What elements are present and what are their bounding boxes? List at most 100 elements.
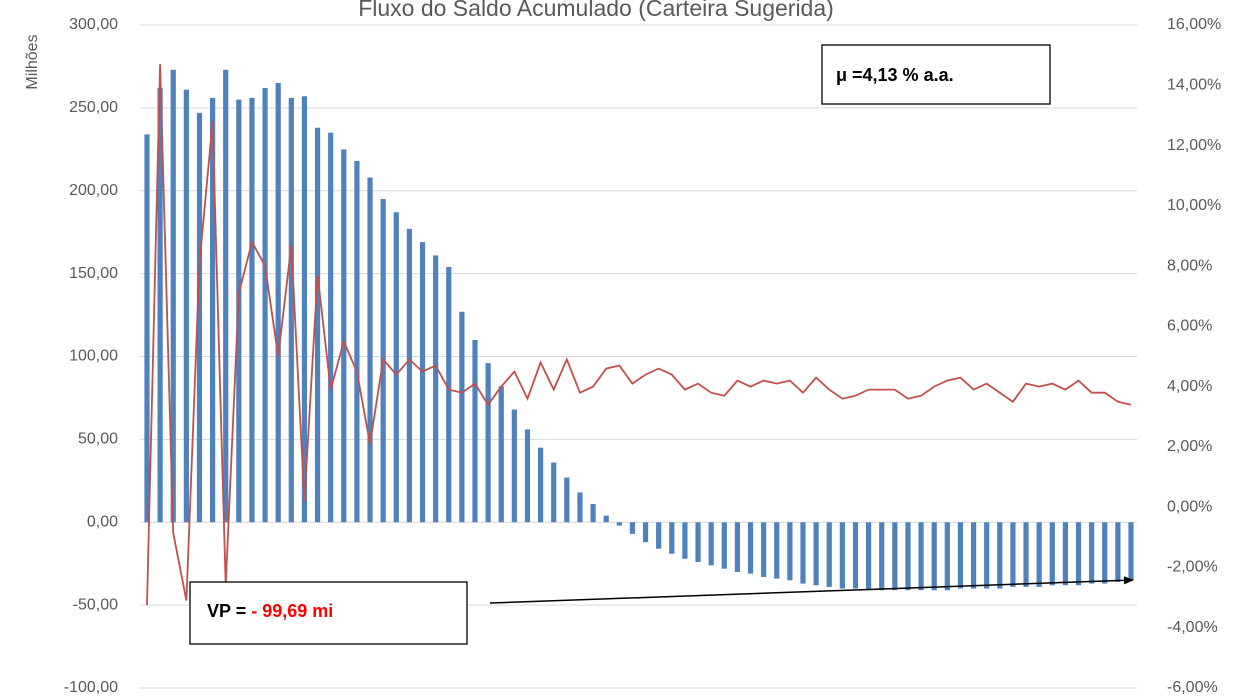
bar	[223, 69, 229, 523]
y2-tick-label: 16,00%	[1167, 16, 1221, 33]
bar	[1128, 522, 1134, 581]
bar	[393, 212, 399, 523]
bar	[642, 522, 649, 543]
bar	[354, 160, 360, 523]
bar	[511, 409, 517, 523]
bar	[419, 242, 426, 523]
bar	[629, 522, 636, 534]
annotation-box	[189, 581, 468, 645]
bar	[892, 522, 898, 591]
bar	[328, 132, 334, 523]
bar	[196, 112, 203, 523]
bar	[341, 149, 347, 523]
bar	[157, 87, 163, 523]
bar	[839, 522, 845, 589]
bar	[301, 96, 308, 523]
bar	[603, 515, 609, 523]
y-tick-label: -100,00	[64, 679, 118, 696]
bar	[170, 69, 176, 523]
bar	[931, 522, 937, 591]
bar	[879, 522, 885, 591]
y2-tick-label: -6,00%	[1167, 679, 1218, 696]
bar	[866, 522, 872, 591]
bar	[538, 447, 544, 523]
y2-tick-label: 4,00%	[1167, 378, 1212, 395]
bar	[314, 127, 321, 523]
bar	[957, 522, 964, 589]
bar	[446, 266, 452, 523]
y2-tick-label: 0,00%	[1167, 498, 1212, 515]
y2-tick-label: 8,00%	[1167, 257, 1212, 274]
bar	[1049, 522, 1055, 586]
bar	[590, 504, 596, 523]
y2-tick-label: 14,00%	[1167, 76, 1221, 93]
y2-tick-label: -2,00%	[1167, 559, 1218, 576]
bar	[1036, 522, 1042, 587]
bar	[970, 522, 977, 589]
bar	[367, 177, 373, 523]
bar	[813, 522, 819, 586]
bar	[944, 522, 950, 591]
annotation: μ =4,13 % a.a.	[836, 65, 954, 85]
y2-tick-label: 12,00%	[1167, 137, 1221, 154]
y2-tick-label: 10,00%	[1167, 197, 1221, 214]
bar	[656, 522, 662, 549]
bar	[1115, 522, 1121, 582]
bar	[800, 522, 806, 584]
bar	[1102, 522, 1108, 584]
y2-tick-label: 6,00%	[1167, 318, 1212, 335]
bar	[1023, 522, 1029, 587]
bar	[1075, 522, 1082, 586]
annotation: VP = - 99,69 mi	[207, 601, 333, 621]
annotation-part: VP =	[207, 601, 251, 621]
bar	[708, 522, 714, 566]
bar	[721, 522, 727, 569]
bar	[616, 522, 622, 526]
bar	[918, 522, 924, 591]
bar	[747, 522, 754, 574]
bar	[905, 522, 911, 591]
y-axis-label: Milhões	[24, 34, 41, 89]
bar	[984, 522, 990, 589]
bar	[682, 522, 688, 559]
bar	[669, 522, 675, 554]
bar	[459, 311, 465, 523]
bar	[761, 522, 767, 577]
bar	[275, 83, 281, 523]
arrow	[489, 576, 1134, 604]
bar	[406, 228, 412, 523]
bar	[1010, 522, 1016, 587]
annotation-part: - 99,69 mi	[251, 601, 333, 621]
y-tick-label: -50,00	[73, 596, 118, 613]
y-tick-label: 150,00	[69, 265, 118, 282]
bar	[852, 522, 859, 589]
line	[146, 64, 1132, 606]
bar	[774, 522, 780, 579]
bar	[144, 134, 150, 523]
bar	[577, 492, 583, 523]
bar	[787, 522, 793, 581]
y-tick-label: 250,00	[69, 99, 118, 116]
bar	[433, 255, 439, 523]
y-tick-label: 300,00	[69, 16, 118, 33]
bar	[1089, 522, 1095, 584]
bar	[472, 339, 478, 523]
bar	[524, 429, 531, 523]
bar	[695, 522, 701, 563]
bar	[210, 97, 216, 523]
y-tick-label: 50,00	[78, 431, 118, 448]
bar	[1062, 522, 1068, 586]
bar	[826, 522, 832, 587]
bar	[734, 522, 740, 572]
bar	[262, 87, 268, 523]
y-tick-label: 200,00	[69, 182, 118, 199]
y2-tick-label: -4,00%	[1167, 619, 1218, 636]
annotation-box	[821, 44, 1051, 105]
y-tick-label: 100,00	[69, 348, 118, 365]
bar	[288, 97, 294, 523]
bar	[485, 363, 491, 523]
bar	[564, 477, 570, 523]
bar	[997, 522, 1003, 589]
y2-tick-label: 2,00%	[1167, 438, 1212, 455]
